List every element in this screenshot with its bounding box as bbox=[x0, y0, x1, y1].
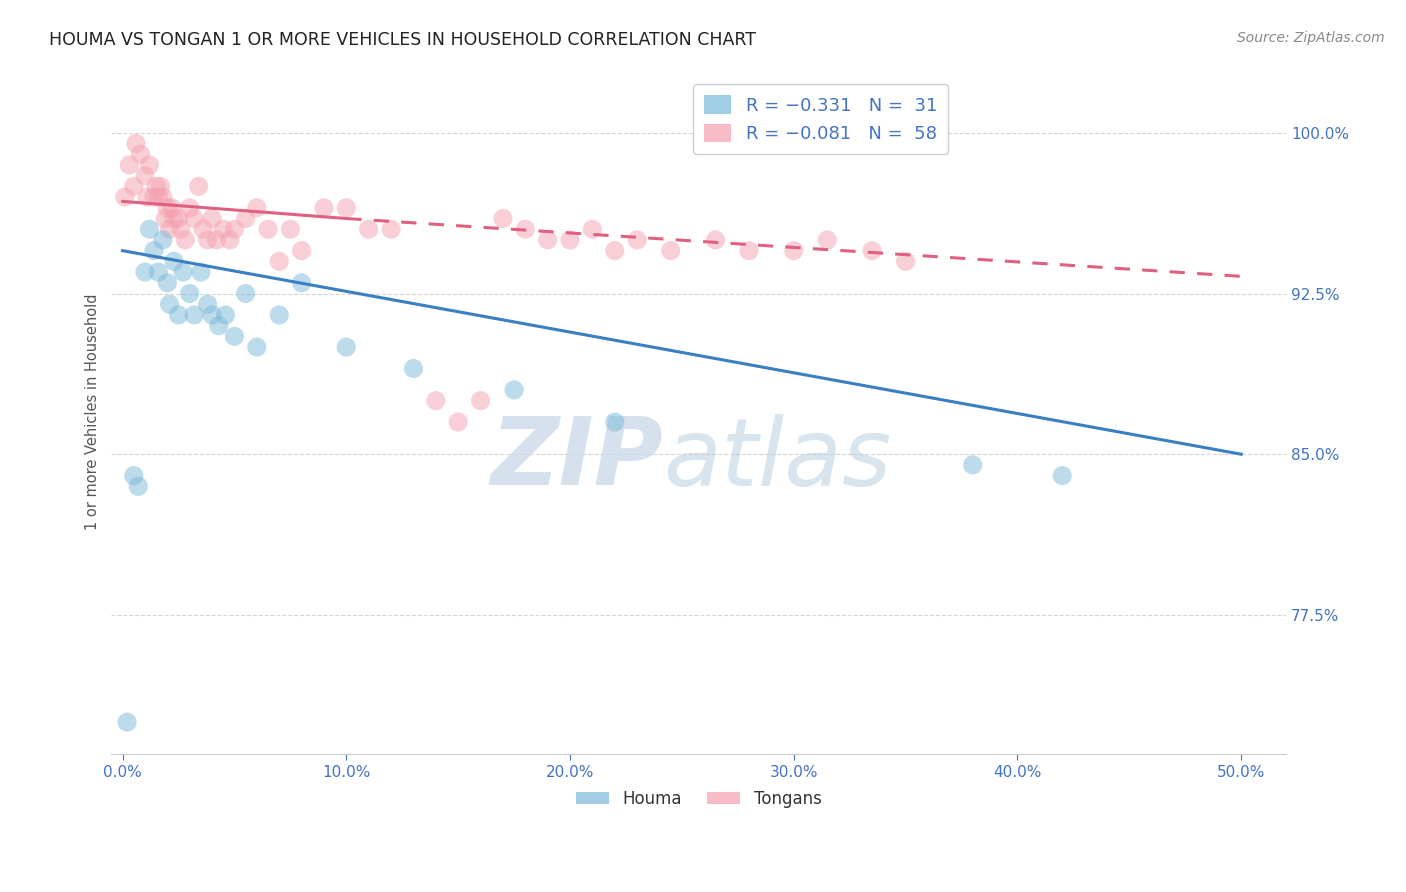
Point bbox=[380, 222, 402, 236]
Point bbox=[197, 233, 219, 247]
Point bbox=[447, 415, 470, 429]
Point bbox=[201, 308, 224, 322]
Point bbox=[738, 244, 761, 258]
Y-axis label: 1 or more Vehicles in Household: 1 or more Vehicles in Household bbox=[86, 293, 100, 530]
Text: HOUMA VS TONGAN 1 OR MORE VEHICLES IN HOUSEHOLD CORRELATION CHART: HOUMA VS TONGAN 1 OR MORE VEHICLES IN HO… bbox=[49, 31, 756, 49]
Point bbox=[224, 329, 246, 343]
Point bbox=[160, 201, 183, 215]
Point bbox=[156, 276, 179, 290]
Legend: Houma, Tongans: Houma, Tongans bbox=[569, 783, 828, 814]
Point bbox=[783, 244, 806, 258]
Point bbox=[402, 361, 425, 376]
Point bbox=[235, 211, 257, 226]
Point bbox=[138, 222, 160, 236]
Point bbox=[558, 233, 581, 247]
Point bbox=[138, 158, 160, 172]
Point bbox=[312, 201, 335, 215]
Point bbox=[503, 383, 526, 397]
Point bbox=[149, 179, 172, 194]
Point bbox=[114, 190, 136, 204]
Point bbox=[152, 190, 174, 204]
Point bbox=[159, 222, 181, 236]
Point bbox=[187, 179, 209, 194]
Point bbox=[118, 158, 141, 172]
Point bbox=[208, 318, 231, 333]
Point bbox=[179, 286, 201, 301]
Point bbox=[136, 190, 159, 204]
Point bbox=[115, 714, 138, 729]
Point bbox=[183, 308, 205, 322]
Point bbox=[224, 222, 246, 236]
Point bbox=[860, 244, 883, 258]
Point bbox=[125, 136, 148, 151]
Point bbox=[515, 222, 537, 236]
Point bbox=[163, 211, 186, 226]
Point bbox=[152, 233, 174, 247]
Text: ZIP: ZIP bbox=[491, 413, 664, 506]
Point bbox=[290, 276, 312, 290]
Point bbox=[148, 265, 170, 279]
Point bbox=[603, 244, 626, 258]
Point bbox=[214, 308, 236, 322]
Point bbox=[704, 233, 727, 247]
Point bbox=[163, 254, 186, 268]
Point bbox=[1052, 468, 1074, 483]
Point bbox=[269, 254, 291, 268]
Point bbox=[134, 169, 156, 183]
Point bbox=[167, 211, 190, 226]
Point bbox=[172, 265, 194, 279]
Point bbox=[167, 308, 190, 322]
Point bbox=[174, 233, 197, 247]
Point bbox=[159, 297, 181, 311]
Point bbox=[235, 286, 257, 301]
Point bbox=[659, 244, 682, 258]
Point bbox=[581, 222, 603, 236]
Point bbox=[145, 179, 167, 194]
Text: Source: ZipAtlas.com: Source: ZipAtlas.com bbox=[1237, 31, 1385, 45]
Point bbox=[257, 222, 280, 236]
Point bbox=[470, 393, 492, 408]
Point bbox=[815, 233, 838, 247]
Point bbox=[280, 222, 302, 236]
Text: atlas: atlas bbox=[664, 414, 891, 505]
Point bbox=[425, 393, 447, 408]
Point bbox=[626, 233, 648, 247]
Point bbox=[190, 265, 212, 279]
Point bbox=[148, 190, 170, 204]
Point bbox=[183, 211, 205, 226]
Point bbox=[290, 244, 312, 258]
Point bbox=[127, 479, 149, 493]
Point bbox=[269, 308, 291, 322]
Point bbox=[201, 211, 224, 226]
Point bbox=[122, 468, 145, 483]
Point bbox=[156, 201, 179, 215]
Point bbox=[492, 211, 515, 226]
Point bbox=[205, 233, 228, 247]
Point bbox=[142, 190, 165, 204]
Point bbox=[153, 211, 176, 226]
Point bbox=[357, 222, 380, 236]
Point bbox=[191, 222, 214, 236]
Point bbox=[219, 233, 242, 247]
Point bbox=[335, 201, 357, 215]
Point bbox=[894, 254, 917, 268]
Point bbox=[246, 201, 269, 215]
Point bbox=[179, 201, 201, 215]
Point bbox=[537, 233, 560, 247]
Point bbox=[246, 340, 269, 354]
Point bbox=[212, 222, 235, 236]
Point bbox=[129, 147, 152, 161]
Point bbox=[197, 297, 219, 311]
Point bbox=[170, 222, 193, 236]
Point bbox=[962, 458, 984, 472]
Point bbox=[335, 340, 357, 354]
Point bbox=[603, 415, 626, 429]
Point bbox=[142, 244, 165, 258]
Point bbox=[134, 265, 156, 279]
Point bbox=[122, 179, 145, 194]
